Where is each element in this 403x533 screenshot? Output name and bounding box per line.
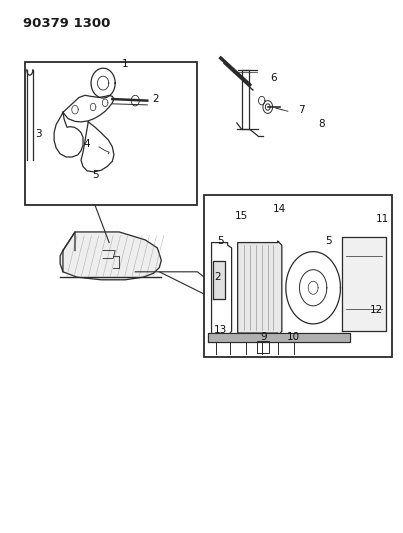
Text: 5: 5: [92, 170, 98, 180]
Text: 5: 5: [218, 236, 224, 246]
Polygon shape: [213, 261, 225, 300]
Text: 13: 13: [214, 325, 227, 335]
Text: 2: 2: [214, 272, 221, 282]
Text: 2: 2: [152, 94, 159, 104]
Text: 10: 10: [287, 332, 300, 342]
Text: 11: 11: [376, 214, 389, 224]
Polygon shape: [60, 232, 161, 280]
Polygon shape: [208, 333, 350, 342]
Text: 9: 9: [260, 332, 267, 342]
Text: 1: 1: [122, 60, 129, 69]
Text: 15: 15: [235, 211, 248, 221]
Text: 8: 8: [319, 119, 325, 129]
Polygon shape: [342, 237, 386, 332]
Text: 12: 12: [370, 305, 383, 315]
Text: 90379 1300: 90379 1300: [23, 17, 110, 30]
Text: 7: 7: [299, 104, 305, 115]
Bar: [25, 62, 197, 205]
Text: 14: 14: [273, 204, 287, 214]
Text: 3: 3: [35, 128, 42, 139]
Text: 6: 6: [270, 73, 277, 83]
Text: 5: 5: [325, 236, 331, 246]
Bar: [204, 195, 392, 357]
Polygon shape: [238, 241, 282, 336]
Text: 4: 4: [84, 139, 90, 149]
